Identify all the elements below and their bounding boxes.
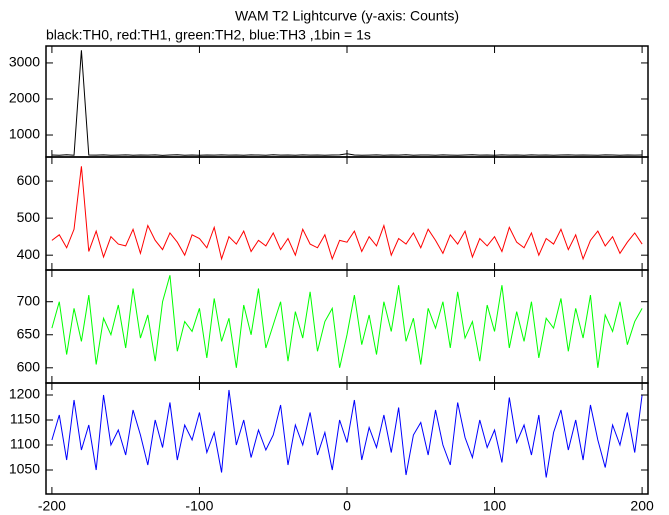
panel-frame — [45, 156, 649, 271]
y-tick-label: 3000 — [9, 54, 40, 70]
light-curve — [51, 275, 643, 368]
chart-subtitle: black:TH0, red:TH1, green:TH2, blue:TH3 … — [46, 27, 371, 43]
panel-frame — [45, 382, 649, 495]
light-curve — [51, 389, 643, 478]
y-tick-label: 600 — [17, 172, 41, 188]
y-tick-label: 1200 — [9, 386, 40, 402]
light-curve — [51, 50, 643, 156]
y-tick-label: 1150 — [10, 411, 40, 427]
x-tick-label: -200 — [38, 498, 66, 514]
y-tick-label: 600 — [17, 359, 41, 375]
panel-frame — [45, 45, 649, 158]
y-tick-label: 1050 — [9, 461, 40, 477]
x-tick-label: 100 — [483, 498, 507, 514]
chart-title: WAM T2 Lightcurve (y-axis: Counts) — [235, 8, 459, 24]
y-tick-label: 650 — [17, 325, 41, 341]
light-curve — [51, 166, 643, 261]
x-tick-label: 0 — [343, 498, 351, 514]
y-tick-label: 700 — [17, 292, 41, 308]
y-tick-label: 400 — [17, 246, 41, 262]
x-tick-label: 200 — [630, 498, 654, 514]
y-tick-label: 1000 — [9, 126, 40, 142]
y-tick-label: 500 — [17, 209, 41, 225]
y-tick-label: 2000 — [9, 90, 40, 106]
y-tick-label: 1100 — [10, 436, 40, 452]
panel-frame — [45, 269, 649, 384]
x-tick-label: -100 — [185, 498, 213, 514]
